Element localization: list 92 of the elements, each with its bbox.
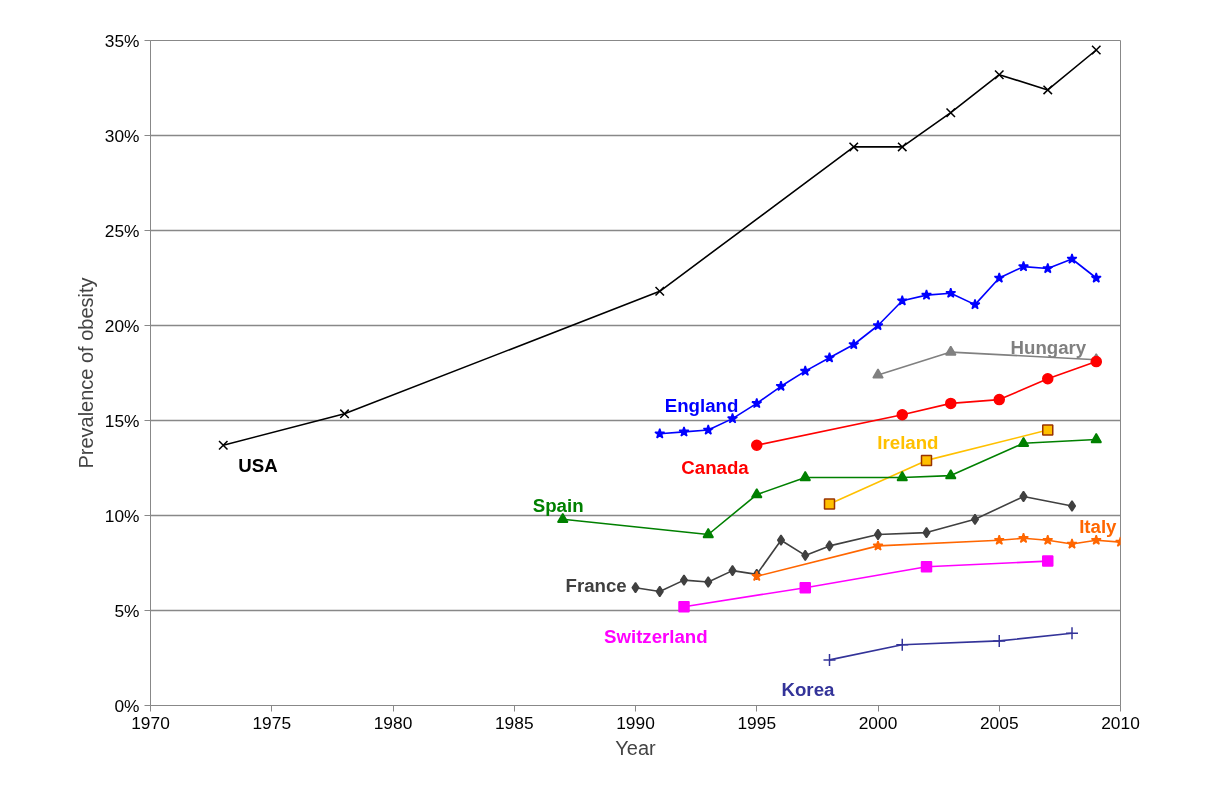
point xyxy=(848,141,859,152)
point xyxy=(873,528,883,541)
x-tick-label: 1990 xyxy=(616,712,655,733)
x-tick-label: 1995 xyxy=(737,712,777,733)
point xyxy=(1017,532,1030,544)
y-tick-label: 10% xyxy=(104,505,140,526)
point xyxy=(897,141,908,152)
point xyxy=(896,295,908,306)
point xyxy=(1042,534,1054,545)
point xyxy=(993,534,1005,545)
point xyxy=(825,540,834,552)
point xyxy=(945,107,956,118)
y-axis-title: Prevalence of obesity xyxy=(74,277,97,469)
point xyxy=(1090,355,1102,368)
point xyxy=(872,368,884,379)
series-label: USA xyxy=(238,454,278,476)
point xyxy=(945,287,957,298)
point xyxy=(970,513,980,526)
x-tick-label: 1975 xyxy=(252,712,292,733)
point xyxy=(679,574,689,586)
series-label: Spain xyxy=(532,494,584,516)
point xyxy=(823,498,836,510)
point xyxy=(1091,45,1102,55)
point xyxy=(678,600,690,613)
point xyxy=(776,534,786,546)
point xyxy=(920,289,933,300)
point xyxy=(823,352,836,363)
x-tick-label: 2005 xyxy=(979,712,1019,733)
point xyxy=(848,338,860,350)
point xyxy=(896,470,908,482)
series-label: Hungary xyxy=(1010,337,1087,359)
y-tick-label: 20% xyxy=(104,315,140,336)
point xyxy=(969,298,981,310)
point xyxy=(920,454,933,467)
series-label: Ireland xyxy=(877,431,939,453)
x-tick-label: 1985 xyxy=(494,712,534,733)
y-tick-label: 35% xyxy=(104,30,140,51)
y-tick-label: 30% xyxy=(104,125,140,146)
point xyxy=(1090,272,1102,283)
series-label: Switzerland xyxy=(604,626,708,648)
point xyxy=(993,393,1005,406)
series-label: France xyxy=(565,575,627,597)
point xyxy=(751,439,763,451)
x-tick-label: 2010 xyxy=(1101,712,1140,733)
point xyxy=(1090,432,1102,444)
point xyxy=(678,426,690,437)
point xyxy=(339,408,350,419)
y-tick-label: 15% xyxy=(104,410,140,431)
x-tick-label: 1980 xyxy=(373,712,413,733)
point xyxy=(702,424,714,435)
series-label: Canada xyxy=(681,456,750,478)
point xyxy=(1042,262,1054,274)
point xyxy=(799,365,811,376)
point xyxy=(994,69,1005,80)
series-label: Korea xyxy=(781,679,835,701)
point xyxy=(1066,538,1078,549)
x-axis-title: Year xyxy=(615,736,657,759)
point xyxy=(751,488,763,499)
point xyxy=(704,576,713,588)
y-tick-label: 5% xyxy=(114,600,140,621)
point xyxy=(775,380,787,392)
point xyxy=(1065,626,1079,641)
point xyxy=(1067,500,1077,512)
point xyxy=(1042,424,1054,436)
point xyxy=(896,409,908,421)
point xyxy=(799,581,811,594)
point xyxy=(218,440,229,451)
point xyxy=(992,634,1006,648)
point xyxy=(702,527,714,539)
point xyxy=(872,319,884,331)
point xyxy=(945,345,957,356)
point xyxy=(1066,253,1078,264)
point xyxy=(895,637,909,652)
series-label: Italy xyxy=(1079,515,1118,537)
point xyxy=(993,272,1005,283)
point xyxy=(945,469,957,480)
y-tick-label: 25% xyxy=(104,220,140,241)
point xyxy=(1017,260,1030,272)
point xyxy=(872,540,884,551)
point xyxy=(1042,555,1054,567)
series-label: England xyxy=(664,395,739,417)
x-tick-label: 2000 xyxy=(858,712,898,733)
point xyxy=(945,397,957,410)
point xyxy=(920,561,933,573)
point xyxy=(654,428,666,439)
point xyxy=(1042,372,1054,385)
point xyxy=(654,286,665,297)
point xyxy=(822,653,837,667)
point xyxy=(1017,436,1030,447)
point xyxy=(799,470,811,482)
point xyxy=(1042,84,1053,95)
point xyxy=(751,397,763,409)
